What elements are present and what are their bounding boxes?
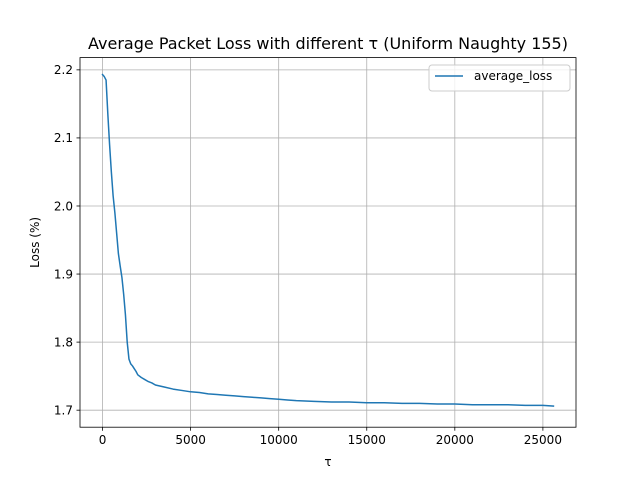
y-axis-label: Loss (%) bbox=[28, 217, 42, 268]
y-tick-label: 1.9 bbox=[54, 267, 73, 281]
y-tick-label: 2.1 bbox=[54, 131, 73, 145]
y-tick-label: 2.0 bbox=[54, 199, 73, 213]
x-tick-label: 10000 bbox=[260, 433, 298, 447]
y-tick-label: 1.7 bbox=[54, 403, 73, 417]
legend-box bbox=[428, 64, 571, 92]
x-tick-label: 15000 bbox=[348, 433, 386, 447]
x-tick-label: 25000 bbox=[524, 433, 562, 447]
series-layer bbox=[101, 73, 555, 407]
chart-title: Average Packet Loss with different τ (Un… bbox=[88, 34, 568, 53]
legend-label-average-loss: average_loss bbox=[474, 69, 552, 83]
y-tick-label: 1.8 bbox=[54, 335, 73, 349]
y-tick-label: 2.2 bbox=[54, 63, 73, 77]
plot-area-frame bbox=[79, 57, 577, 428]
x-axis-label: τ bbox=[324, 455, 331, 469]
x-tick-label: 20000 bbox=[436, 433, 474, 447]
x-tick-label: 0 bbox=[99, 433, 107, 447]
grid-layer bbox=[80, 57, 576, 428]
x-tick-label: 5000 bbox=[175, 433, 206, 447]
legend: average_loss bbox=[428, 64, 571, 92]
series-line-average-loss bbox=[101, 73, 555, 407]
ticks-layer: 0 5000 10000 15000 20000 25000 1.7 1.8 1.9 2.0 2.1… bbox=[54, 63, 562, 447]
